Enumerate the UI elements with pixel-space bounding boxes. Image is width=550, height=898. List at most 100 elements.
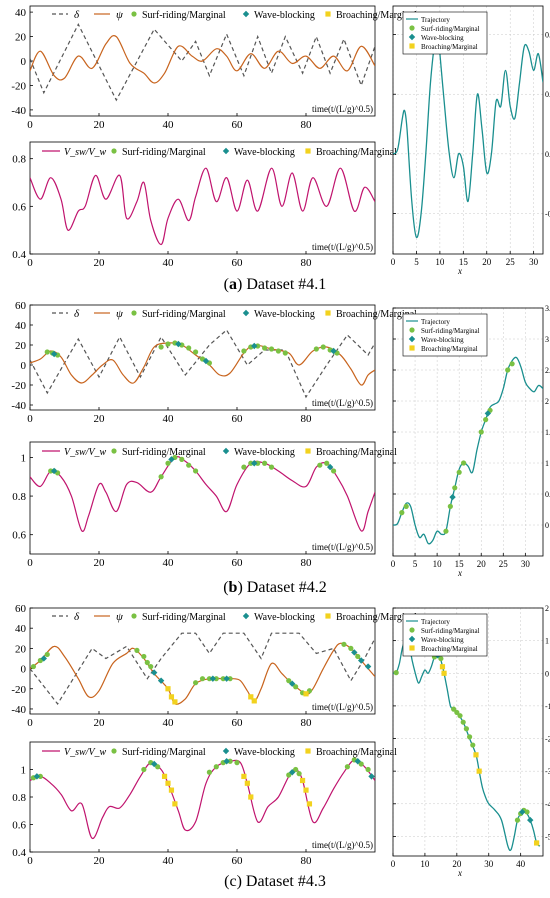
traj-y-tick-label-c-5: 0: [545, 669, 549, 678]
series-line-a-bottom-0: [30, 167, 375, 246]
marker-surfridingmarginal-b-top-8: [193, 349, 199, 355]
x-tick-label-a-bottom-4: 80: [301, 257, 313, 269]
y-tick-label-b-top-1: -20: [11, 380, 26, 392]
traj-x-tick-label-b-3: 15: [455, 559, 465, 569]
y-tick-label-c-bottom-3: 1: [21, 765, 27, 777]
legend-label-c-top-surf: Surf-riding/Marginal: [142, 612, 226, 623]
legend-label-c-top-block: Wave-blocking: [254, 612, 315, 623]
traj-marker-waveblocking-c-2: [527, 816, 534, 824]
legend-swatch-c-bottom-block: [222, 747, 230, 755]
marker-broachingmarginal-c-bottom-8: [303, 787, 309, 793]
x-tick-label-b-top-2: 40: [163, 413, 175, 425]
marker-surfridingmarginal-b-bottom-9: [241, 464, 247, 470]
y-tick-label-b-top-4: 40: [15, 320, 27, 332]
marker-waveblocking-b-bottom-1: [168, 456, 175, 463]
x-tick-label-b-bottom-3: 60: [232, 557, 244, 569]
marker-surfridingmarginal-c-bottom-15: [358, 761, 364, 767]
marker-surfridingmarginal-c-bottom-2: [141, 766, 147, 773]
traj-y-tick-label-b-3: 1.5: [545, 428, 550, 437]
legend-label-a-bottom-speed: V_sw/V_w: [64, 147, 107, 158]
traj-marker-surfridingmarginal-c-9: [466, 734, 473, 740]
y-tick-label-c-top-2: 0: [21, 664, 27, 676]
traj-marker-broachingmarginal-c-4: [534, 840, 540, 846]
traj-legend-swatch-block-b: [408, 335, 416, 343]
legend-swatch-a-top-broach: [325, 11, 331, 17]
traj-x-tick-label-a-1: 5: [414, 257, 419, 267]
x-tick-label-c-top-0: 0: [27, 717, 33, 729]
marker-surfridingmarginal-b-bottom-11: [255, 460, 261, 466]
traj-legend-label-surf-b: Surf-riding/Marginal: [421, 327, 480, 335]
x-tick-label-c-top-4: 80: [301, 717, 313, 729]
traj-legend-label-block-c: Wave-blocking: [421, 636, 464, 644]
marker-surfridingmarginal-b-top-13: [255, 343, 261, 349]
marker-surfridingmarginal-c-top-9: [206, 676, 212, 682]
marker-surfridingmarginal-c-bottom-9: [234, 760, 240, 766]
series-line-a-top-0: [30, 22, 375, 102]
traj-legend-label-broach-b: Broaching/Marginal: [421, 345, 478, 353]
traj-legend-swatch-surf-a: [409, 25, 415, 31]
traj-y-tick-label-c-7: 2: [545, 604, 549, 613]
plot-area-b-bottom: [30, 456, 375, 532]
traj-x-tick-label-a-2: 10: [435, 257, 445, 267]
legend-label-a-top-delta: δ: [74, 9, 80, 21]
legend-label-a-top-block: Wave-blocking: [254, 10, 315, 21]
x-tick-label-b-bottom-0: 0: [27, 557, 33, 569]
traj-marker-surfridingmarginal-b-4: [452, 485, 458, 491]
traj-y-tick-label-a-0: -0.25: [545, 209, 550, 218]
traj-legend-swatch-surf-c: [409, 627, 415, 633]
marker-surfridingmarginal-c-top-14: [293, 684, 299, 690]
plot-frame-b-top: [29, 304, 376, 411]
y-tick-label-b-top-2: 0: [21, 360, 27, 372]
marker-surfridingmarginal-c-top-12: [227, 676, 233, 682]
legend-label-c-bottom-broach: Broaching/Marginal: [316, 747, 397, 758]
traj-marker-surfridingmarginal-b-1: [403, 503, 409, 509]
traj-marker-surfridingmarginal-c-14: [524, 809, 530, 815]
y-tick-label-b-bottom-1: 0.8: [12, 491, 26, 503]
legend-label-c-bottom-speed: V_sw/V_w: [64, 747, 107, 758]
marker-surfridingmarginal-c-top-5: [144, 659, 150, 666]
legend-swatch-b-top-broach: [325, 310, 331, 316]
traj-y-tick-label-c-4: -1: [545, 702, 550, 711]
legend-swatch-a-bottom-block: [222, 147, 230, 155]
traj-legend-swatch-broach-c: [409, 645, 415, 651]
traj-marker-broachingmarginal-c-0: [439, 664, 446, 670]
legend-swatch-b-bottom-block: [222, 447, 230, 455]
marker-surfridingmarginal-c-bottom-5: [206, 769, 212, 775]
series-line-b-top-1: [30, 342, 375, 386]
traj-marker-waveblocking-b-0: [449, 493, 456, 501]
marker-surfridingmarginal-c-top-3: [134, 647, 140, 654]
traj-y-tick-label-c-2: -3: [545, 767, 550, 776]
x-tick-label-a-top-1: 20: [94, 119, 106, 131]
y-tick-label-a-top-1: -20: [11, 80, 26, 92]
traj-legend-label-traj-b: Trajectory: [421, 318, 450, 326]
marker-waveblocking-c-bottom-5: [368, 773, 375, 780]
marker-surfridingmarginal-b-bottom-16: [331, 468, 337, 474]
traj-y-tick-label-c-3: -2: [545, 735, 550, 744]
traj-legend-label-block-a: Wave-blocking: [421, 34, 464, 42]
x-tick-label-b-top-1: 20: [94, 413, 106, 425]
x-tick-label-a-top-3: 60: [232, 119, 244, 131]
y-tick-label-b-bottom-0: 0.6: [12, 530, 26, 542]
marker-broachingmarginal-c-bottom-7: [299, 777, 306, 784]
marker-surfridingmarginal-c-top-19: [355, 653, 361, 660]
traj-x-tick-label-c-0: 0: [391, 859, 396, 869]
x-tick-label-c-bottom-4: 80: [301, 855, 313, 867]
series-line-a-top-1: [30, 35, 375, 84]
traj-marker-surfridingmarginal-c-6: [457, 713, 463, 719]
y-tick-label-a-top-4: 40: [15, 7, 27, 19]
x-tick-label-c-bottom-3: 60: [232, 855, 244, 867]
series-line-c-top-0: [30, 632, 375, 705]
traj-marker-surfridingmarginal-c-11: [514, 817, 521, 823]
series-line-c-bottom-0: [30, 759, 375, 839]
marker-surfridingmarginal-b-top-3: [158, 344, 164, 350]
marker-broachingmarginal-c-bottom-4: [241, 773, 247, 779]
marker-waveblocking-c-top-2: [157, 677, 165, 684]
legend-label-a-top-psi: ψ: [116, 9, 123, 21]
marker-waveblocking-b-top-3: [251, 342, 258, 350]
legend-label-a-top-broach: Broaching/Marginal: [336, 10, 417, 21]
marker-broachingmarginal-c-bottom-9: [306, 801, 313, 807]
x-tick-label-a-bottom-1: 20: [94, 257, 106, 269]
y-tick-label-c-bottom-2: 0.8: [12, 792, 26, 804]
traj-frame-a: [392, 5, 544, 255]
